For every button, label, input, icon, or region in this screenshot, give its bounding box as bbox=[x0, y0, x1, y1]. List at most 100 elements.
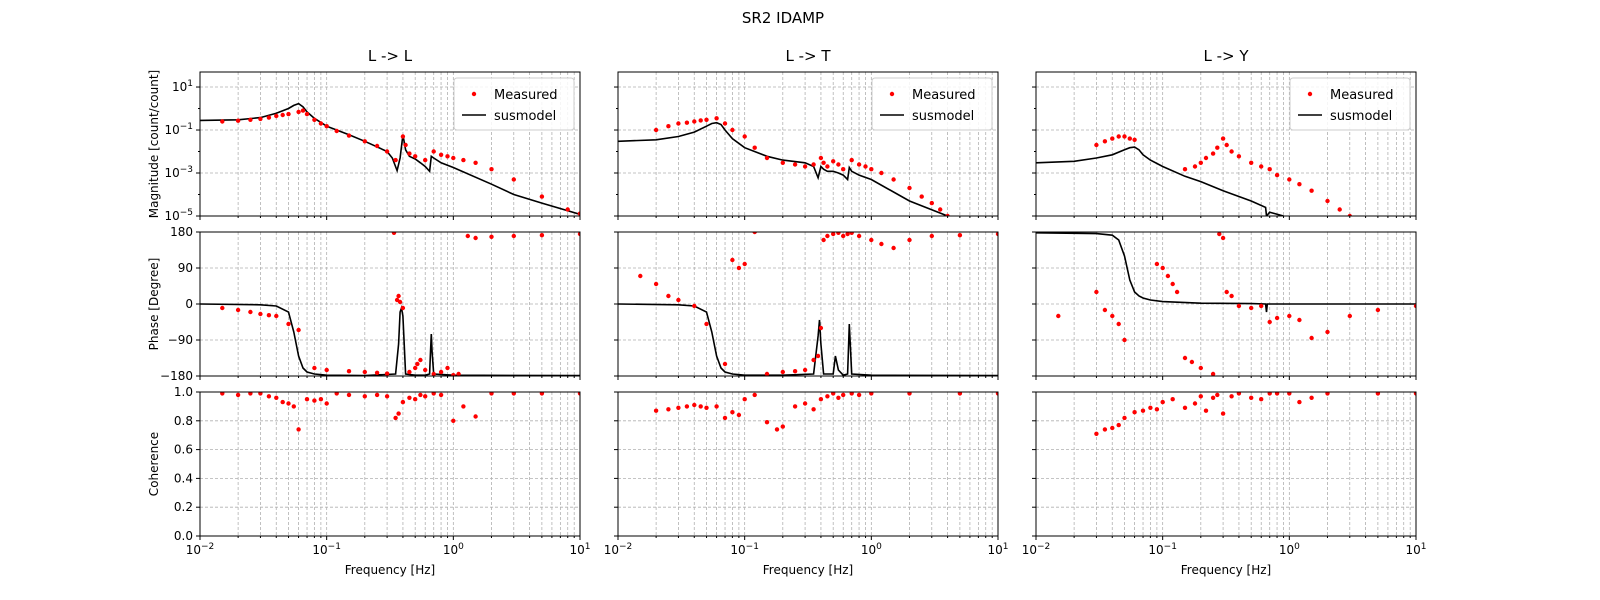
plot-area bbox=[1036, 134, 1352, 216]
measured-point bbox=[1274, 392, 1280, 396]
measured-point bbox=[304, 397, 310, 402]
axes-frame bbox=[1035, 391, 1417, 537]
figure-title: SR2 IDAMP bbox=[742, 9, 824, 27]
measured-point bbox=[489, 234, 494, 239]
x-tick-label-base: 10 bbox=[730, 543, 745, 557]
measured-point bbox=[704, 321, 709, 327]
measured-point bbox=[792, 162, 798, 167]
measured-point bbox=[792, 369, 798, 374]
measured-point bbox=[1056, 313, 1061, 319]
susmodel-line bbox=[1036, 232, 1416, 313]
legend-measured-label: Measured bbox=[1330, 88, 1394, 103]
measured-point bbox=[1224, 142, 1229, 148]
measured-point bbox=[1116, 422, 1121, 428]
measured-point bbox=[489, 392, 494, 396]
measured-point bbox=[1182, 167, 1188, 172]
measured-point bbox=[1249, 305, 1254, 311]
measured-point bbox=[346, 133, 352, 138]
x-tick-label-base: 10 bbox=[1022, 543, 1037, 557]
measured-point bbox=[413, 397, 418, 402]
measured-point bbox=[821, 160, 826, 165]
y-tick-label: 0 bbox=[185, 297, 193, 311]
measured-point bbox=[1154, 261, 1160, 267]
measured-point bbox=[296, 427, 301, 432]
x-tick-label: 101 bbox=[1405, 542, 1426, 557]
measured-point bbox=[473, 414, 478, 419]
measured-point bbox=[1102, 307, 1108, 313]
grid bbox=[618, 392, 998, 536]
subplot-phase-1: −180 −90 0 90 180 Phase [Degree] bbox=[147, 225, 581, 383]
subplot-magnitude-3: Measured susmodel bbox=[1032, 71, 1417, 220]
legend-measured-label: Measured bbox=[494, 88, 558, 103]
measured-point bbox=[1122, 415, 1127, 421]
measured-point bbox=[445, 365, 450, 371]
measured-point bbox=[653, 281, 659, 287]
measured-point bbox=[431, 149, 436, 154]
plot-area bbox=[200, 102, 580, 216]
measured-point bbox=[1297, 317, 1302, 323]
measured-point bbox=[1102, 427, 1108, 432]
measured-point bbox=[1267, 167, 1272, 172]
x-tick-label-exp: −1 bbox=[1164, 542, 1177, 552]
measured-point bbox=[1094, 431, 1099, 436]
measured-point bbox=[324, 367, 329, 373]
grid bbox=[200, 392, 580, 536]
x-tick-label-exp: −2 bbox=[619, 542, 632, 552]
x-tick-label-base: 10 bbox=[443, 543, 458, 557]
measured-point bbox=[1122, 134, 1127, 139]
measured-point bbox=[235, 118, 241, 123]
measured-point bbox=[1110, 425, 1115, 431]
legend-measured-marker bbox=[471, 91, 477, 97]
column-title: L -> T bbox=[785, 47, 831, 65]
x-tick-label-base: 10 bbox=[861, 543, 876, 557]
x-tick-label-base: 10 bbox=[604, 543, 619, 557]
grid bbox=[618, 232, 998, 376]
measured-point bbox=[1198, 394, 1204, 399]
measured-point bbox=[825, 233, 830, 239]
measured-point bbox=[334, 392, 339, 396]
measured-point bbox=[451, 373, 456, 376]
x-tick-label-base: 10 bbox=[186, 543, 201, 557]
measured-point bbox=[451, 155, 456, 161]
measured-point bbox=[929, 233, 934, 239]
legend-box bbox=[1289, 77, 1411, 131]
measured-point bbox=[666, 293, 671, 299]
measured-point bbox=[856, 233, 862, 239]
measured-point bbox=[1347, 313, 1353, 319]
measured-point bbox=[764, 371, 770, 376]
measured-point bbox=[638, 273, 643, 279]
measured-point bbox=[418, 392, 423, 398]
measured-point bbox=[907, 237, 912, 243]
legend-box bbox=[453, 77, 575, 131]
legend-susmodel-label: susmodel bbox=[1330, 109, 1392, 124]
measured-point bbox=[1274, 315, 1280, 321]
measured-point bbox=[286, 111, 291, 117]
measured-point bbox=[1413, 303, 1416, 309]
measured-point bbox=[957, 392, 963, 396]
measured-point bbox=[704, 405, 709, 410]
y-tick-label: 101 bbox=[172, 79, 193, 94]
measured-point bbox=[722, 361, 728, 367]
measured-point bbox=[1102, 139, 1108, 144]
measured-point bbox=[1249, 395, 1254, 400]
x-tick-label: 10−2 bbox=[604, 542, 633, 557]
measured-point bbox=[879, 241, 884, 247]
measured-point bbox=[362, 139, 367, 144]
measured-point bbox=[1210, 395, 1216, 400]
measured-point bbox=[274, 395, 279, 400]
measured-point bbox=[730, 410, 735, 415]
measured-point bbox=[461, 404, 466, 409]
y-tick-label: −90 bbox=[168, 333, 193, 347]
measured-point bbox=[995, 392, 998, 396]
measured-point bbox=[698, 404, 703, 409]
measured-point bbox=[676, 405, 681, 410]
measured-point bbox=[849, 392, 854, 396]
measured-point bbox=[324, 124, 329, 129]
measured-point bbox=[841, 233, 846, 239]
x-tick-label-exp: −1 bbox=[746, 542, 759, 552]
measured-point bbox=[1325, 392, 1330, 396]
measured-point bbox=[774, 427, 780, 432]
measured-point bbox=[653, 127, 659, 133]
measured-point bbox=[666, 124, 671, 129]
y-tick-label: 0.4 bbox=[174, 471, 193, 485]
